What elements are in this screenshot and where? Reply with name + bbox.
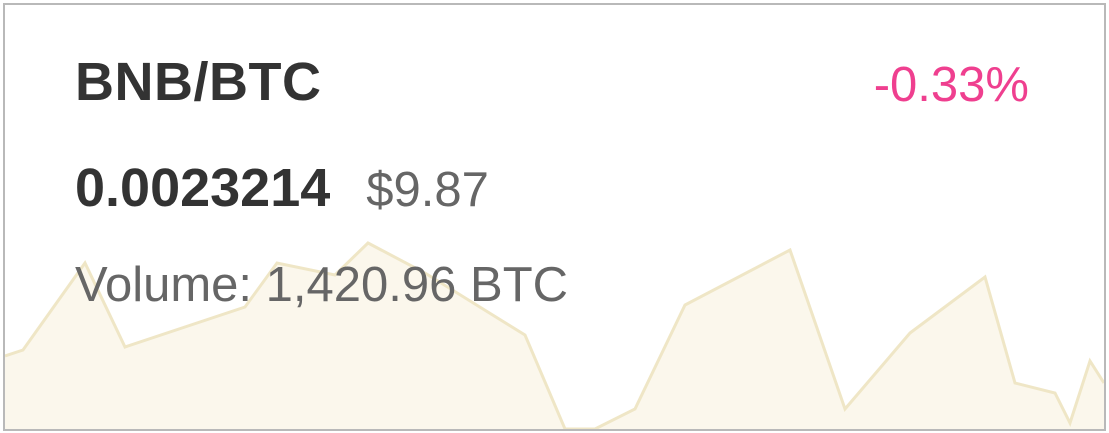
usd-price: $9.87 [366, 163, 489, 217]
sparkline-area [5, 243, 1104, 429]
trading-pair: BNB/BTC [75, 52, 322, 112]
sparkline-line [5, 241, 1104, 429]
sparkline-chart [5, 241, 1104, 429]
ticker-card[interactable]: BNB/BTC -0.33% 0.0023214 $9.87 Volume: 1,… [3, 3, 1106, 431]
price-row: 0.0023214 $9.87 [75, 161, 489, 215]
last-price: 0.0023214 [75, 158, 331, 218]
volume-text: Volume: 1,420.96 BTC [75, 258, 569, 312]
price-change-percent: -0.33% [873, 58, 1029, 112]
